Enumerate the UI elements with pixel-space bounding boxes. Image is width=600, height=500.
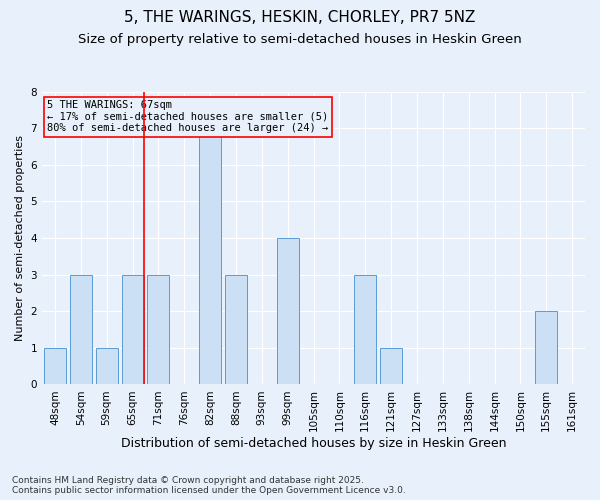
Y-axis label: Number of semi-detached properties: Number of semi-detached properties xyxy=(15,135,25,341)
Bar xyxy=(199,128,221,384)
Bar xyxy=(380,348,402,385)
Text: Contains HM Land Registry data © Crown copyright and database right 2025.
Contai: Contains HM Land Registry data © Crown c… xyxy=(12,476,406,495)
Bar xyxy=(277,238,299,384)
Text: Size of property relative to semi-detached houses in Heskin Green: Size of property relative to semi-detach… xyxy=(78,32,522,46)
Bar xyxy=(95,348,118,385)
Bar xyxy=(148,274,169,384)
Bar xyxy=(70,274,92,384)
Bar xyxy=(535,311,557,384)
Bar xyxy=(225,274,247,384)
Bar xyxy=(44,348,66,385)
Text: 5 THE WARINGS: 67sqm
← 17% of semi-detached houses are smaller (5)
80% of semi-d: 5 THE WARINGS: 67sqm ← 17% of semi-detac… xyxy=(47,100,329,134)
Text: 5, THE WARINGS, HESKIN, CHORLEY, PR7 5NZ: 5, THE WARINGS, HESKIN, CHORLEY, PR7 5NZ xyxy=(124,10,476,25)
Bar xyxy=(122,274,143,384)
Bar xyxy=(354,274,376,384)
X-axis label: Distribution of semi-detached houses by size in Heskin Green: Distribution of semi-detached houses by … xyxy=(121,437,506,450)
